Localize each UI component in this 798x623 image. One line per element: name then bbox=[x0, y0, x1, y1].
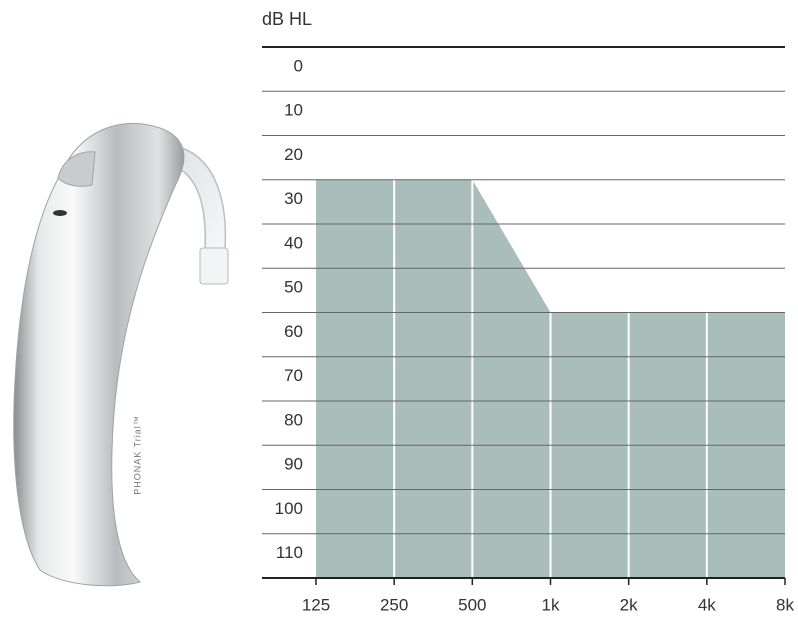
hearing-aid-image: PHONAK Trial™ bbox=[13, 123, 229, 587]
x-tick-label: 500 bbox=[458, 595, 486, 614]
y-tick-label: 50 bbox=[284, 278, 303, 297]
y-tick-label: 20 bbox=[284, 145, 303, 164]
y-tick-label: 60 bbox=[284, 322, 303, 341]
x-tick-label: 4k bbox=[698, 595, 716, 614]
y-tick-label: 10 bbox=[284, 101, 303, 120]
y-tick-label: 70 bbox=[284, 366, 303, 385]
y-tick-label: 100 bbox=[275, 499, 303, 518]
device-label: PHONAK Trial™ bbox=[132, 415, 142, 495]
x-tick-label: 8k bbox=[776, 595, 794, 614]
y-tick-label: 90 bbox=[284, 455, 303, 474]
x-tick-label: 1k bbox=[542, 595, 560, 614]
y-tick-label: 80 bbox=[284, 410, 303, 429]
x-tick-label: 125 bbox=[302, 595, 330, 614]
y-tick-label: 110 bbox=[276, 543, 303, 562]
y-tick-label: 30 bbox=[284, 189, 303, 208]
x-tick-label: 250 bbox=[380, 595, 408, 614]
x-tick-label: 2k bbox=[620, 595, 638, 614]
y-tick-label: 0 bbox=[294, 56, 303, 75]
y-axis-label: dB HL bbox=[262, 9, 312, 29]
y-tick-label: 40 bbox=[284, 233, 303, 252]
